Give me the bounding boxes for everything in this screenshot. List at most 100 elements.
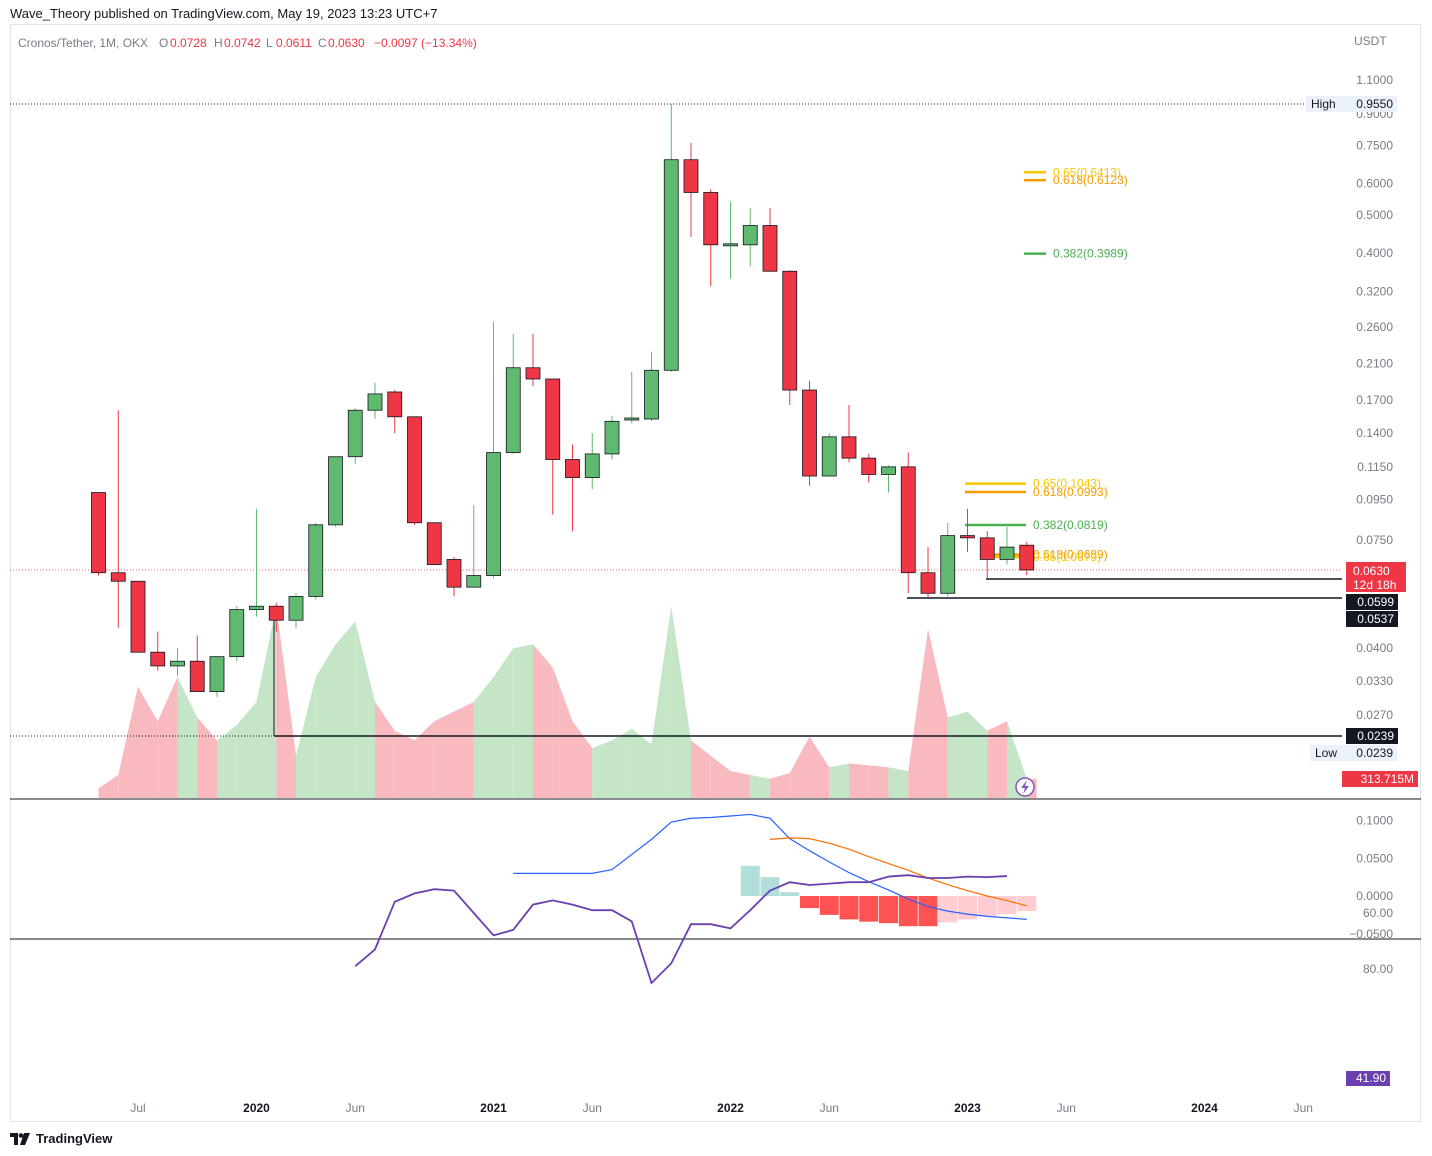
- volume-segment: [928, 629, 948, 798]
- high-tag-label: High: [1311, 97, 1336, 111]
- time-tick: Jul: [130, 1101, 145, 1115]
- volume-segment: [552, 667, 573, 798]
- candle: [367, 382, 383, 420]
- rsi-pane: 80.00 60.00 41.90: [354, 874, 1393, 1086]
- candle: [940, 522, 956, 597]
- macd-pane: 0.1000 0.0500 0.0000 −0.0500: [513, 814, 1393, 941]
- candle-body: [821, 436, 837, 477]
- price-tick: 0.1150: [1357, 460, 1393, 474]
- countdown-value: 12d 18h: [1353, 578, 1396, 592]
- rsi-line: [354, 874, 1008, 985]
- change-value: −0.0097 (−13.34%): [374, 36, 477, 50]
- candle: [821, 433, 837, 477]
- macd-histogram-bar: [918, 896, 938, 927]
- volume-segment: [157, 677, 178, 798]
- candle: [545, 378, 561, 515]
- candle-body: [999, 546, 1015, 560]
- volume-segment: [375, 702, 395, 798]
- rsi-tick: 80.00: [1363, 962, 1393, 976]
- time-tick: Jun: [1057, 1101, 1076, 1115]
- last-price-value: 0.0630: [1353, 564, 1390, 578]
- candle: [565, 444, 580, 532]
- candle: [1019, 541, 1035, 576]
- fib-label: 0.618(0.0689): [1033, 548, 1108, 562]
- volume-segment: [177, 677, 198, 798]
- candle: [920, 547, 936, 598]
- candle-body: [367, 393, 383, 411]
- volume-segment: [493, 648, 514, 798]
- candle-body: [209, 656, 225, 692]
- low-value: 0.0611: [276, 36, 312, 50]
- price-tick: 0.0270: [1356, 708, 1393, 722]
- candle-body: [426, 522, 442, 566]
- candle-body: [110, 572, 126, 582]
- ohlc-legend: O 0.0728 H 0.0742 L 0.0611 C 0.0630 −0.0…: [159, 36, 477, 50]
- price-tick: 0.3200: [1356, 284, 1393, 298]
- time-axis[interactable]: Jul 2020 Jun 2021 Jun 2022 Jun 2023 Jun 2024 Jun: [130, 1101, 1313, 1115]
- candle-body: [288, 596, 304, 621]
- candle-body: [940, 535, 956, 594]
- volume-segment: [335, 621, 356, 798]
- tradingview-logo-icon: [10, 1132, 30, 1145]
- candle: [841, 404, 857, 463]
- volume-segment: [888, 767, 909, 798]
- low-tag-bg: [1310, 745, 1397, 761]
- low-label: L: [266, 36, 273, 50]
- time-tick: 2022: [717, 1101, 744, 1115]
- volume-segment: [197, 717, 217, 798]
- tradingview-brand: TradingView: [36, 1131, 113, 1146]
- currency-label: USDT: [1354, 34, 1387, 48]
- macd-histogram-bar: [977, 896, 997, 917]
- candle: [644, 351, 659, 422]
- price-axis[interactable]: 1.10000.90000.75000.60000.50000.40000.32…: [1356, 73, 1393, 722]
- time-tick: 2021: [480, 1101, 507, 1115]
- candle: [308, 522, 324, 600]
- price-tick: 0.6000: [1356, 177, 1393, 191]
- support-badge-3-text: 0.0239: [1357, 729, 1394, 743]
- volume-segment: [533, 644, 553, 798]
- candle: [407, 416, 422, 525]
- volume-segment: [789, 736, 810, 798]
- candle-body: [130, 580, 146, 653]
- high-tag-value: 0.9550: [1356, 97, 1393, 111]
- volume-segment: [138, 686, 158, 798]
- candle: [130, 580, 146, 653]
- price-tick: 0.2600: [1356, 320, 1393, 334]
- candle: [663, 104, 679, 372]
- volume-segment: [809, 736, 830, 798]
- candle-body: [565, 459, 580, 479]
- price-tick: 0.1400: [1356, 426, 1393, 440]
- candle-body: [802, 389, 817, 477]
- time-tick: Jun: [820, 1101, 839, 1115]
- candle: [268, 602, 284, 632]
- price-tick: 0.1700: [1356, 393, 1393, 407]
- high-value: 0.0742: [224, 36, 261, 50]
- candle: [703, 189, 719, 287]
- volume-segment: [947, 711, 968, 798]
- candle: [999, 526, 1015, 565]
- volume-segment: [296, 677, 316, 798]
- time-tick: Jun: [583, 1101, 602, 1115]
- volume-segment: [868, 765, 889, 798]
- lightning-icon[interactable]: [1015, 777, 1035, 797]
- time-tick: 2023: [954, 1101, 981, 1115]
- fib-label: 0.65(0.0679): [1033, 550, 1101, 564]
- macd-histogram-bar: [997, 896, 1017, 915]
- candle-body: [486, 452, 501, 576]
- tradingview-footer[interactable]: TradingView: [10, 1131, 112, 1146]
- low-tag-label: Low: [1315, 746, 1337, 760]
- candle: [742, 208, 758, 267]
- volume-badge-bg: [1342, 771, 1418, 787]
- candle-body: [268, 605, 284, 621]
- candle: [426, 522, 442, 566]
- support-badge-1-bg: [1346, 594, 1398, 610]
- volume-badge: 313.715M: [1342, 771, 1418, 787]
- volume-segment: [987, 721, 1007, 798]
- candle: [525, 333, 541, 387]
- support-badge-1-text: 0.0599: [1357, 595, 1394, 609]
- support-badge-3: 0.0239: [1346, 728, 1398, 744]
- candle-body: [604, 420, 620, 455]
- rsi-tick: 60.00: [1363, 906, 1393, 920]
- macd-histogram-bar: [879, 896, 898, 924]
